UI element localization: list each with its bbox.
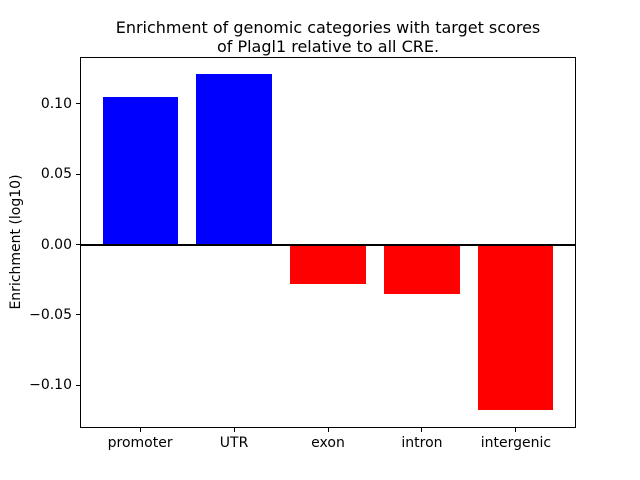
x-tick-mark	[327, 428, 329, 432]
bar-UTR	[196, 74, 272, 245]
bar-promoter	[102, 96, 178, 245]
bar-intergenic	[478, 244, 554, 411]
x-tick-label-exon: exon	[311, 435, 345, 451]
x-tick-mark	[233, 428, 235, 432]
y-tick-mark	[76, 103, 80, 105]
y-tick-mark	[76, 384, 80, 386]
y-tick-label: −0.10	[29, 377, 72, 394]
y-tick-label: 0.05	[40, 166, 72, 183]
y-tick-label: 0.10	[40, 95, 72, 112]
zero-line	[80, 243, 576, 246]
chart-title: Enrichment of genomic categories with ta…	[115, 18, 541, 56]
x-tick-label-intron: intron	[401, 435, 443, 451]
x-tick-mark	[515, 428, 517, 432]
y-tick-mark	[76, 314, 80, 316]
x-tick-label-intergenic: intergenic	[480, 435, 552, 451]
x-tick-mark	[421, 428, 423, 432]
y-tick-mark	[76, 244, 80, 245]
y-tick-label: −0.05	[29, 306, 72, 323]
y-tick-label: 0.00	[40, 236, 72, 253]
bar-intron	[384, 244, 460, 294]
y-tick-mark	[76, 173, 80, 175]
x-tick-mark	[139, 428, 141, 432]
x-tick-label-promoter: promoter	[107, 435, 173, 451]
x-tick-label-UTR: UTR	[219, 435, 249, 451]
bar-exon	[290, 244, 366, 284]
